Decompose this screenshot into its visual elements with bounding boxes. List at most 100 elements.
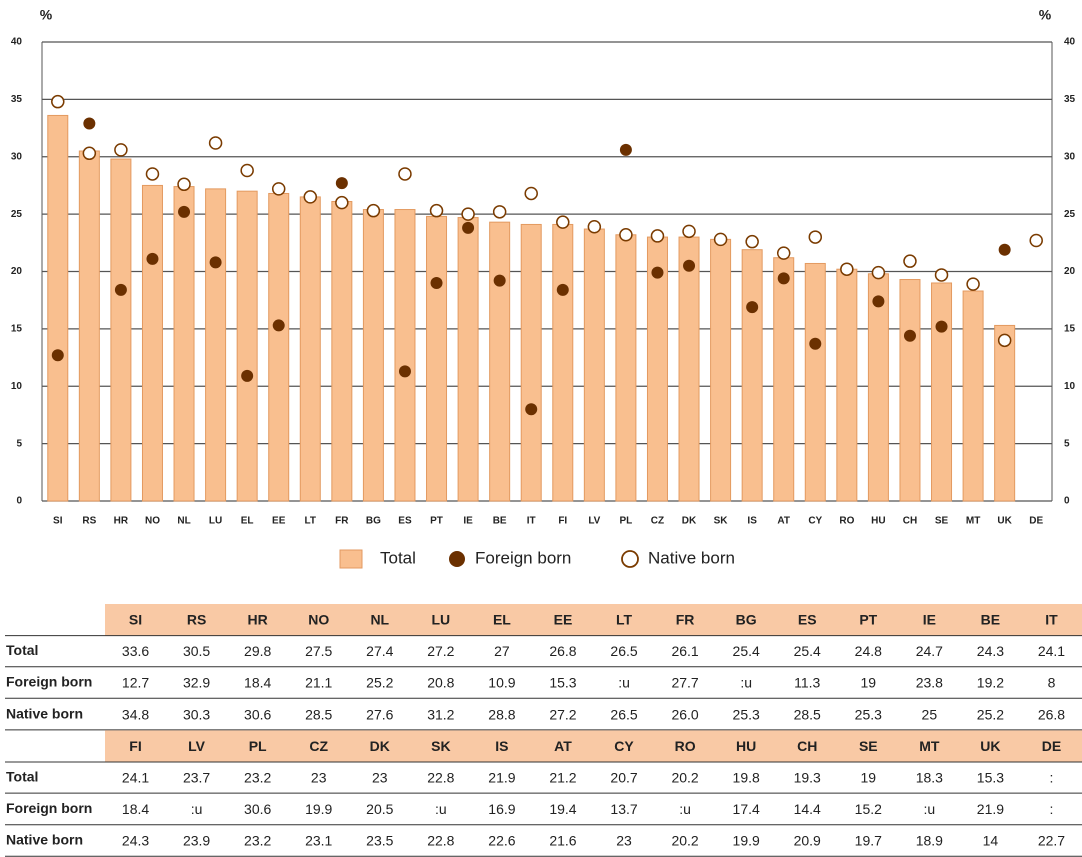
- foreign-dot: [493, 274, 506, 287]
- x-tick-label: IS: [747, 516, 757, 527]
- bar: [457, 217, 479, 502]
- native-ring: [966, 277, 980, 291]
- table-cell: :u: [618, 675, 630, 691]
- bar: [362, 209, 384, 502]
- table-header: UK: [980, 738, 1000, 754]
- foreign-dot: [903, 329, 916, 342]
- native-ring: [556, 215, 570, 229]
- native-ring: [145, 167, 160, 181]
- table-cell: 15.3: [977, 770, 1004, 786]
- table-cell: 26.5: [610, 643, 637, 659]
- bar: [931, 282, 953, 502]
- foreign-dot: [809, 337, 822, 350]
- table-cell: 25.2: [366, 675, 393, 691]
- native-ring: [840, 262, 854, 276]
- x-tick-label: RO: [839, 516, 854, 527]
- table-header: CY: [614, 738, 634, 754]
- table-cell: 30.6: [244, 706, 271, 722]
- foreign-dot: [430, 276, 443, 289]
- table-cell: 26.0: [671, 706, 698, 722]
- table-header: BE: [981, 612, 1000, 628]
- bar: [47, 114, 69, 502]
- table-header: SK: [431, 738, 450, 754]
- y-tick-label: 35: [11, 94, 23, 105]
- table-cell: 30.6: [244, 801, 271, 817]
- table-header: PL: [249, 738, 267, 754]
- table-cell: 19: [860, 675, 876, 691]
- foreign-dot: [178, 205, 191, 218]
- native-ring: [1029, 233, 1043, 248]
- y2-tick-label: 30: [1064, 151, 1076, 162]
- table-cell: 20.7: [610, 770, 637, 786]
- table-header: CZ: [309, 738, 328, 754]
- foreign-dot: [872, 295, 885, 308]
- table-cell: 8: [1048, 675, 1056, 691]
- table-cell: 30.5: [183, 643, 210, 659]
- native-ring: [619, 228, 633, 242]
- x-tick-label: LU: [209, 516, 222, 527]
- table-cell: 31.2: [427, 706, 454, 722]
- x-tick-label: FR: [335, 516, 349, 527]
- bar: [489, 221, 511, 502]
- y-tick-label: 30: [11, 151, 23, 162]
- native-ring: [997, 333, 1012, 348]
- y2-tick-label: 5: [1064, 438, 1070, 449]
- x-tick-label: ES: [398, 516, 412, 527]
- bar: [205, 188, 227, 502]
- x-tick-label: NL: [177, 516, 190, 527]
- table-cell: 20.5: [366, 801, 393, 817]
- foreign-dot: [462, 221, 475, 234]
- x-tick-label: AT: [777, 516, 790, 527]
- row-label: Foreign born: [6, 674, 92, 690]
- table-header: LT: [616, 612, 633, 628]
- table-header: LU: [432, 612, 451, 628]
- foreign-dot: [398, 365, 411, 378]
- table-cell: :: [1050, 801, 1054, 817]
- x-tick-label: LV: [588, 516, 600, 527]
- native-ring: [587, 219, 602, 234]
- row-label: Native born: [6, 832, 83, 848]
- table-cell: 20.2: [671, 833, 698, 849]
- foreign-dot: [241, 369, 254, 382]
- legend-swatch: [339, 549, 363, 569]
- table-cell: 25.4: [794, 643, 821, 659]
- table-header: FR: [676, 612, 695, 628]
- table-cell: 18.4: [122, 801, 149, 817]
- foreign-dot: [651, 266, 664, 279]
- bar: [615, 234, 637, 502]
- table-cell: 13.7: [610, 801, 637, 817]
- table-cell: 23.8: [916, 675, 943, 691]
- y-tick-label: 20: [11, 266, 23, 277]
- table-cell: 23: [372, 770, 388, 786]
- table-cell: 22.6: [488, 833, 515, 849]
- native-ring: [934, 268, 949, 282]
- row-label: Native born: [6, 705, 83, 721]
- bar: [299, 196, 321, 502]
- table-cell: 19.2: [977, 675, 1004, 691]
- y-axis-label: %: [40, 7, 53, 23]
- y2-tick-label: 35: [1064, 94, 1076, 105]
- table-cell: 20.2: [671, 770, 698, 786]
- table-header: PT: [859, 612, 877, 628]
- foreign-dot: [935, 320, 948, 333]
- table-cell: 23: [616, 833, 632, 849]
- x-tick-label: MT: [966, 516, 980, 527]
- table-cell: 25.2: [977, 706, 1004, 722]
- table-cell: :: [1050, 770, 1054, 786]
- table-cell: 25.4: [733, 643, 760, 659]
- table-cell: 14: [983, 833, 999, 849]
- table-cell: 21.6: [549, 833, 576, 849]
- foreign-dot: [83, 117, 96, 130]
- table-cell: 23.1: [305, 833, 332, 849]
- table-cell: 21.9: [488, 770, 515, 786]
- table-cell: 23.7: [183, 770, 210, 786]
- bar: [173, 186, 195, 502]
- bar: [110, 158, 132, 502]
- table-header: MT: [919, 738, 940, 754]
- table-header: SE: [859, 738, 878, 754]
- table-header: IE: [923, 612, 936, 628]
- table-cell: 22.8: [427, 833, 454, 849]
- table-header: LV: [188, 738, 206, 754]
- table-header-bg: [105, 604, 1082, 636]
- table-header: HU: [736, 738, 756, 754]
